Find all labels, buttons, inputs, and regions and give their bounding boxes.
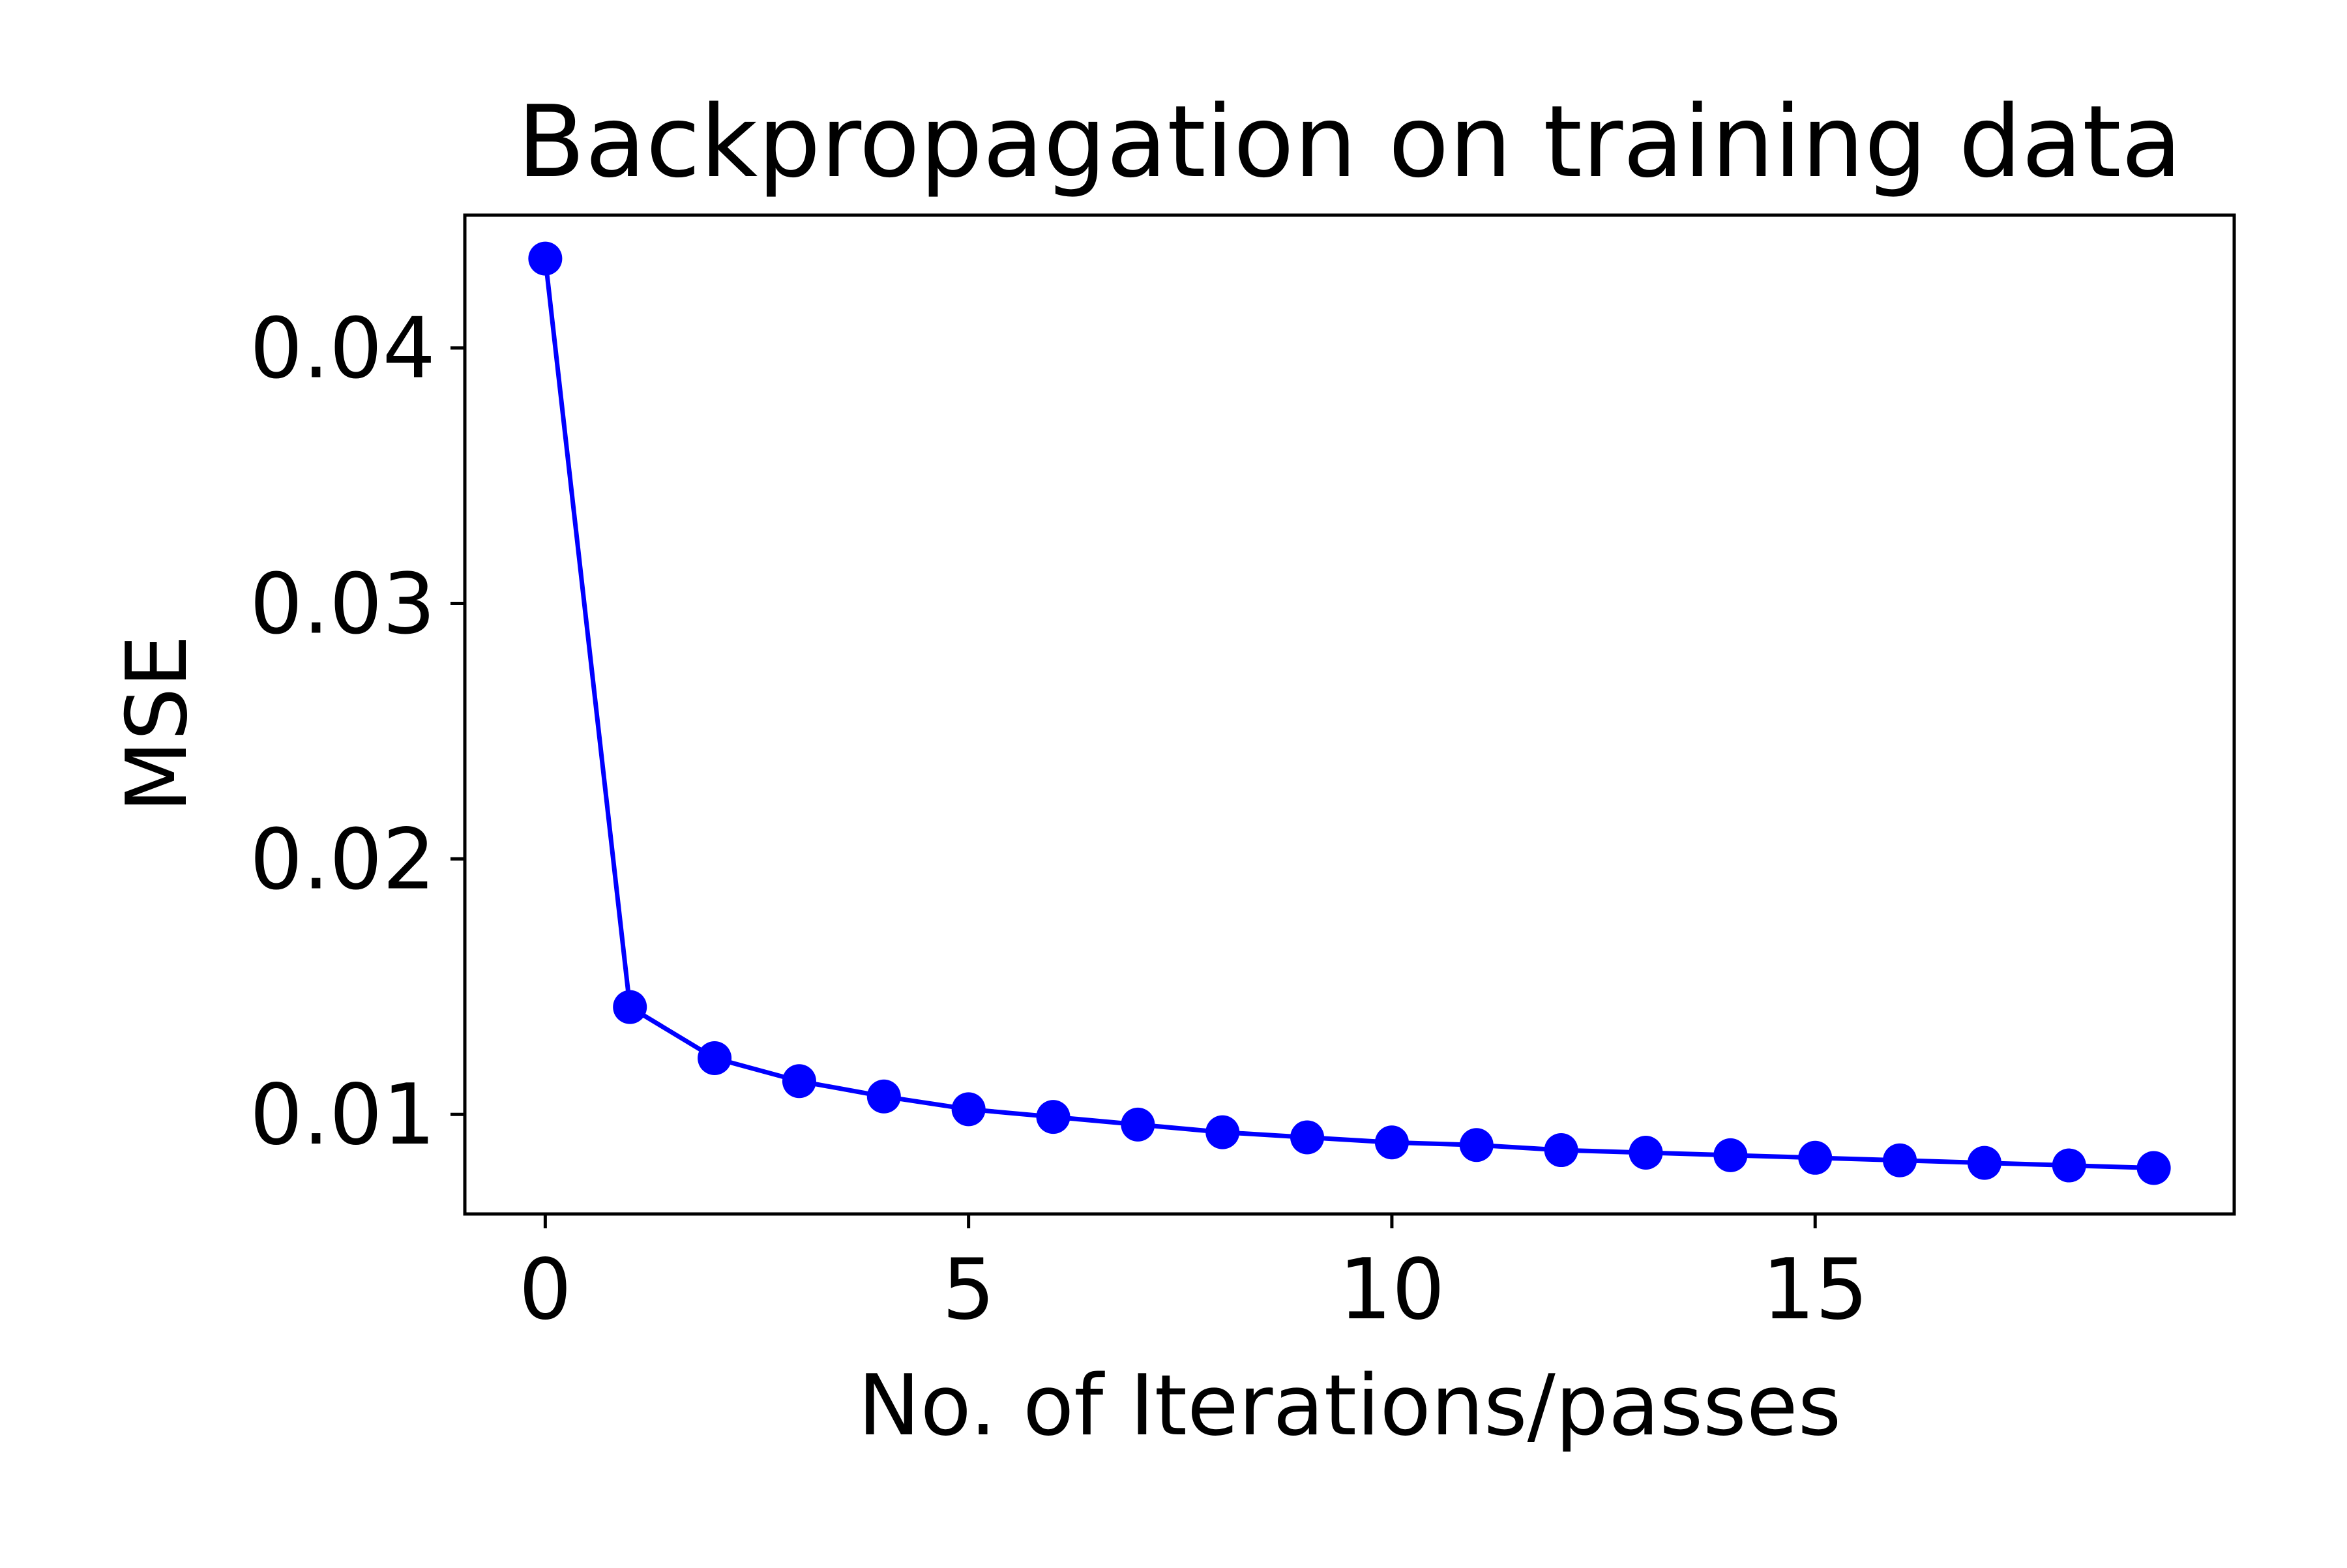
data-point	[782, 1064, 816, 1099]
chart-title: Backpropagation on training data	[517, 84, 2182, 200]
y-tick-label: 0.02	[250, 811, 435, 908]
plot-frame	[463, 213, 2236, 1216]
y-tick-label: 0.03	[250, 556, 435, 653]
data-point	[2136, 1151, 2171, 1185]
data-point	[1798, 1140, 1833, 1175]
data-point	[698, 1041, 732, 1075]
y-tick-label: 0.01	[250, 1067, 435, 1164]
data-point	[1544, 1133, 1578, 1168]
x-tick-label: 0	[519, 1241, 572, 1339]
data-point	[1290, 1120, 1325, 1155]
y-tick-label: 0.04	[250, 301, 435, 398]
x-axis-label: No. of Iterations/passes	[858, 1357, 1842, 1455]
data-point	[866, 1079, 901, 1114]
data-point	[528, 241, 563, 276]
plot-area	[528, 241, 2171, 1185]
data-point	[1459, 1128, 1494, 1162]
data-point	[1121, 1107, 1155, 1142]
y-axis-label: MSE	[109, 635, 206, 813]
data-point	[1374, 1125, 1409, 1160]
data-point	[613, 990, 647, 1024]
data-point	[1713, 1138, 1748, 1172]
data-point	[1629, 1135, 1663, 1170]
x-tick-label: 10	[1338, 1241, 1445, 1339]
x-axis: 0 5 10 15	[519, 1214, 1868, 1339]
y-axis: 0.01 0.02 0.03 0.04	[250, 301, 465, 1164]
data-point	[1883, 1143, 1917, 1177]
data-point	[1036, 1100, 1070, 1134]
x-tick-label: 15	[1762, 1241, 1868, 1339]
data-point	[1205, 1115, 1240, 1149]
data-point	[2052, 1148, 2086, 1183]
data-point	[951, 1092, 986, 1127]
x-tick-label: 5	[942, 1241, 995, 1339]
data-point	[1967, 1146, 2001, 1180]
